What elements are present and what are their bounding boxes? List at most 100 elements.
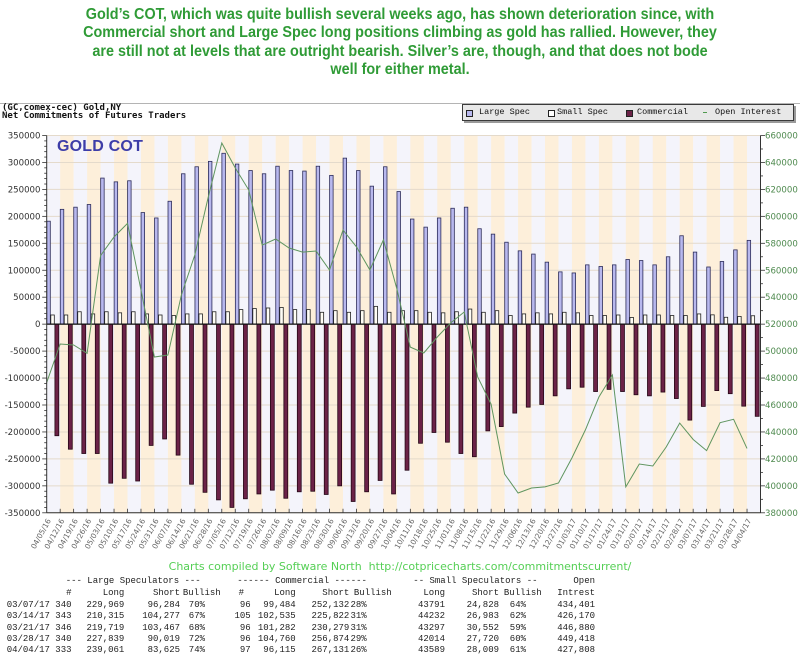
cell-large-short: 104,277: [142, 611, 180, 622]
col-header: Bullish: [353, 587, 392, 598]
table-row: 03/14/17 343 210,315 104,277 67% 105 102…: [0, 611, 800, 622]
col-header: Bullish: [182, 587, 221, 598]
cell-open-interest: 426,170: [557, 611, 595, 622]
col-header: Intrest: [557, 587, 595, 598]
cell-small-long: 42014: [417, 634, 445, 644]
cell-date: 03/14/17: [6, 611, 50, 622]
cell-small-bullish: 60%: [509, 634, 526, 644]
cell-small-bullish: 59%: [509, 622, 526, 633]
y-right-tick-label: 440000: [765, 428, 798, 438]
y-right-tick-label: 380000: [765, 509, 798, 519]
cell-commercial-long: 102,535: [257, 611, 296, 622]
cell-commercial-short: 256,874: [311, 634, 350, 644]
axes: [42, 135, 765, 514]
cell-commercial-short: 267,131: [311, 645, 350, 656]
y-left-tick-label: -350000: [5, 509, 41, 519]
cell-small-long: 44232: [417, 611, 445, 622]
cell-date: 03/28/17: [6, 634, 50, 644]
table-group-header-row: --- Large Speculators --- ------ Commerc…: [0, 576, 800, 587]
col-header: Long: [423, 587, 445, 598]
cell-commercial-bullish: 28%: [350, 600, 367, 610]
group-header-small-speculators: -- Small Speculators --: [413, 576, 538, 586]
large-spec-swatch-icon: [466, 110, 473, 117]
cell-large-long: 229,969: [86, 600, 125, 610]
cell-large-count: 343: [55, 611, 72, 622]
cell-large-count: 340: [55, 634, 72, 644]
y-right-tick-label: 520000: [765, 320, 798, 330]
table-row: 04/04/17 333 239,061 83,625 74% 97 96,11…: [0, 645, 800, 656]
cot-chart: 350000 300000 250000 200000 150000 100000 5000…: [5, 132, 798, 551]
cell-large-bullish: 68%: [188, 622, 205, 633]
bars: [46, 152, 760, 508]
y-left-tick-label: 300000: [8, 158, 41, 168]
cell-commercial-bullish: 31%: [350, 611, 367, 622]
cell-small-long: 43297: [417, 622, 445, 633]
y-right-tick-label: 480000: [765, 374, 798, 384]
cell-commercial-long: 101,282: [257, 622, 296, 633]
cell-large-long: 210,315: [86, 611, 125, 622]
y-right-tick-label: 420000: [765, 455, 798, 465]
col-header: #: [238, 587, 244, 598]
col-header: Long: [102, 587, 125, 598]
y-right-tick-label: 500000: [765, 347, 798, 357]
y-right-tick-label: 560000: [765, 266, 798, 276]
y-right-tick-label: 460000: [765, 401, 798, 411]
cell-large-short: 90,019: [147, 634, 180, 644]
y-right-tick-label: 600000: [765, 212, 798, 222]
cell-large-short: 103,467: [142, 622, 180, 633]
cell-commercial-count: 96: [239, 600, 251, 610]
table-row: 03/28/17 340 227,839 90,019 72% 96 104,7…: [0, 634, 800, 645]
cell-commercial-long: 104,760: [257, 634, 296, 644]
cell-date: 04/04/17: [6, 645, 50, 656]
table-column-header-row: # Long Short Bullish # Long Short Bullis…: [0, 588, 800, 599]
cell-small-short: 30,552: [466, 622, 499, 633]
open-interest-line-icon: [703, 112, 707, 113]
cell-small-long: 43791: [417, 600, 445, 610]
chart-legend: Large Spec Small Spec Commercial Open In…: [462, 104, 794, 121]
cell-large-bullish: 67%: [188, 611, 205, 622]
y-right-tick-label: 580000: [765, 239, 798, 249]
y-right-tick-label: 400000: [765, 482, 798, 492]
cell-date: 03/07/17: [6, 600, 50, 610]
commercial-swatch-icon: [626, 110, 633, 117]
cell-large-long: 219,719: [86, 622, 125, 633]
cell-date: 03/21/17: [6, 622, 50, 633]
summary-line: Commercial short and Large Spec long pos…: [83, 24, 717, 42]
cell-small-short: 28,009: [466, 645, 499, 656]
cell-commercial-bullish: 31%: [350, 622, 367, 633]
legend-label: Large Spec: [479, 107, 531, 117]
y-right-tick-label: 640000: [765, 158, 798, 168]
cell-commercial-bullish: 29%: [350, 634, 367, 644]
y-left-tick-label: -300000: [5, 482, 41, 492]
article-summary: Gold’s COT, which was quite bullish seve…: [0, 6, 800, 79]
cell-open-interest: 449,418: [557, 634, 595, 644]
cell-small-bullish: 64%: [509, 600, 526, 610]
chart-watermark-title: GOLD COT: [57, 138, 144, 155]
chart-source-label: (GC,comex-cec) Gold,NY: [2, 103, 122, 113]
y-left-tick-label: -50000: [10, 347, 40, 357]
y-left-tick-label: -250000: [5, 455, 41, 465]
cell-large-bullish: 74%: [188, 645, 205, 656]
cell-commercial-long: 96,115: [263, 645, 296, 656]
cell-commercial-short: 225,822: [311, 611, 350, 622]
cell-small-short: 24,828: [466, 600, 499, 610]
cell-commercial-count: 96: [239, 634, 251, 644]
cell-commercial-long: 99,484: [263, 600, 296, 610]
cell-large-count: 346: [55, 622, 72, 633]
summary-line: Gold’s COT, which was quite bullish seve…: [85, 6, 715, 23]
summary-line: are still not at levels that are outrigh…: [92, 42, 708, 60]
cell-commercial-count: 97: [239, 645, 251, 656]
chart-title: Net Commitments of Futures Traders: [2, 111, 187, 121]
col-header: Short: [471, 587, 499, 598]
col-header: #: [66, 587, 72, 598]
cell-commercial-count: 105: [234, 611, 251, 622]
cell-large-bullish: 70%: [188, 600, 205, 610]
table-row: 03/21/17 346 219,719 103,467 68% 96 101,…: [0, 623, 800, 634]
y-left-tick-label: -150000: [5, 401, 41, 411]
col-header: Bullish: [503, 587, 542, 598]
cell-commercial-short: 252,132: [311, 600, 350, 610]
y-left-tick-label: 150000: [8, 239, 41, 249]
cell-open-interest: 446,880: [557, 622, 595, 633]
y-right-tick-label: 660000: [765, 132, 798, 142]
